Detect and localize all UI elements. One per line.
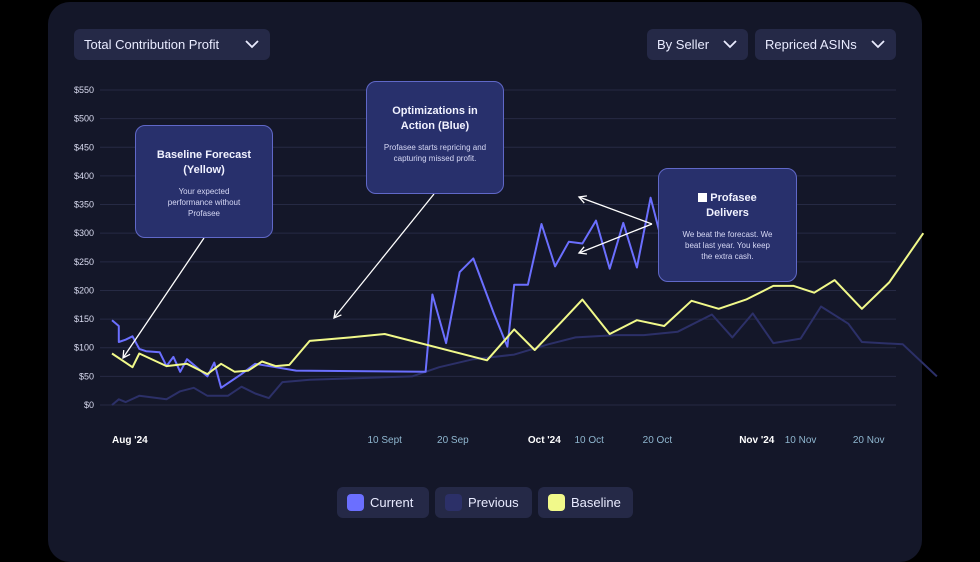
series-line-previous [111, 305, 938, 406]
y-tick-label: $150 [74, 314, 94, 324]
x-tick-label: Aug '24 [112, 435, 148, 446]
chevron-down-icon [245, 40, 259, 49]
x-tick-label: Oct '24 [528, 435, 561, 446]
y-tick-label: $50 [79, 371, 94, 381]
legend-baseline-button[interactable]: Baseline [538, 487, 633, 518]
delivers-callout-title: Profasee Delivers [659, 191, 796, 221]
y-tick-label: $250 [74, 257, 94, 267]
optimizations-callout-body: Profasee starts repricing and capturing … [383, 143, 487, 163]
group-by-dropdown-label: By Seller [657, 37, 710, 52]
chart-series [111, 196, 938, 406]
delivers-callout-body: We beat the forecast. We beat last year.… [682, 230, 773, 261]
metric-dropdown-label: Total Contribution Profit [84, 37, 220, 52]
asin-filter-dropdown[interactable]: Repriced ASINs [755, 29, 896, 60]
series-line-current [111, 196, 679, 389]
x-tick-label: 10 Nov [785, 435, 817, 446]
series-line-baseline [111, 232, 925, 376]
x-tick-label: 20 Sep [437, 435, 469, 446]
optimizations-callout: Optimizations in Action (Blue) Profasee … [366, 81, 504, 194]
callout-arrows [122, 193, 653, 360]
baseline-forecast-callout: Baseline Forecast (Yellow) Your expected… [135, 125, 273, 238]
chevron-down-icon [871, 40, 885, 49]
legend-current-label: Current [370, 495, 414, 510]
asin-filter-dropdown-label: Repriced ASINs [765, 37, 857, 52]
y-tick-label: $500 [74, 114, 94, 124]
current-swatch [347, 494, 364, 511]
x-tick-label: 20 Oct [643, 435, 673, 446]
x-tick-label: 10 Sept [367, 435, 402, 446]
square-icon [698, 193, 708, 202]
callout-arrow [122, 237, 205, 360]
x-tick-label: 20 Nov [853, 435, 885, 446]
baseline-callout-body: Your expected performance without Profas… [167, 187, 241, 218]
x-axis-ticks: Aug '24 10 Sept 20 Sep Oct '24 10 Oct 20 Oct N… [112, 435, 885, 446]
x-tick-label: Nov '24 [739, 435, 775, 446]
baseline-callout-title: Baseline Forecast (Yellow) [156, 149, 252, 176]
chevron-down-icon [723, 40, 737, 49]
y-tick-label: $300 [74, 228, 94, 238]
optimizations-callout-title: Optimizations in Action (Blue) [392, 105, 478, 132]
y-tick-label: $350 [74, 200, 94, 210]
callout-arrow [333, 193, 435, 320]
y-tick-label: $450 [74, 142, 94, 152]
x-tick-label: 10 Oct [574, 435, 604, 446]
y-tick-label: $550 [74, 85, 94, 95]
y-tick-label: $200 [74, 285, 94, 295]
legend-current-button[interactable]: Current [337, 487, 429, 518]
group-by-dropdown[interactable]: By Seller [647, 29, 748, 60]
y-tick-label: $400 [74, 171, 94, 181]
y-tick-label: $0 [84, 400, 94, 410]
baseline-swatch [548, 494, 565, 511]
previous-swatch [445, 494, 462, 511]
legend-previous-label: Previous [468, 495, 519, 510]
metric-dropdown[interactable]: Total Contribution Profit [74, 29, 270, 60]
legend-baseline-label: Baseline [571, 495, 621, 510]
y-axis-ticks: $0 $50 $100 $150 $200 $250 $300 $350 $400 $450 $50… [74, 85, 94, 410]
profasee-delivers-callout: Profasee Delivers We beat the forecast. … [658, 168, 797, 282]
callout-arrow [577, 223, 653, 255]
legend-previous-button[interactable]: Previous [435, 487, 532, 518]
callout-arrow [577, 195, 653, 225]
delivers-callout-title-text: Profasee Delivers [706, 192, 757, 219]
y-tick-label: $100 [74, 343, 94, 353]
